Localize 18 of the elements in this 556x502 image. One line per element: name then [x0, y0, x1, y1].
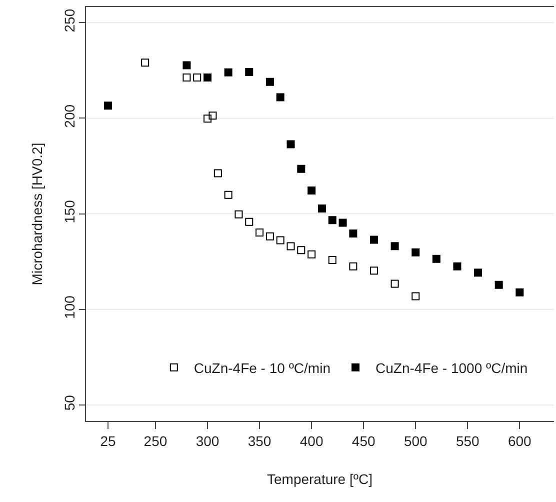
y-axis-title: Microhardness [HV0.2]: [29, 142, 45, 286]
x-tick-label: 400: [300, 432, 324, 449]
legend-label: CuZn-4Fe - 1000 ºC/min: [376, 360, 528, 376]
x-axis-title: Temperature [ºC]: [267, 471, 372, 487]
y-tick-label: 150: [61, 200, 78, 224]
x-tick-label: 25: [100, 432, 116, 449]
legend-label: CuZn-4Fe - 10 ºC/min: [194, 360, 331, 376]
x-tick-label: 550: [456, 432, 480, 449]
x-tick-label: 600: [508, 432, 532, 449]
x-tick-label: 450: [352, 432, 376, 449]
y-tick-label: 50: [61, 394, 78, 411]
y-tick-label: 250: [61, 8, 78, 32]
y-tick-label: 200: [61, 104, 78, 128]
y-tick-label: 100: [61, 295, 78, 319]
x-tick-label: 350: [248, 432, 272, 449]
x-tick-label: 300: [196, 432, 220, 449]
x-tick-label: 250: [144, 432, 168, 449]
x-tick-label: 500: [404, 432, 428, 449]
